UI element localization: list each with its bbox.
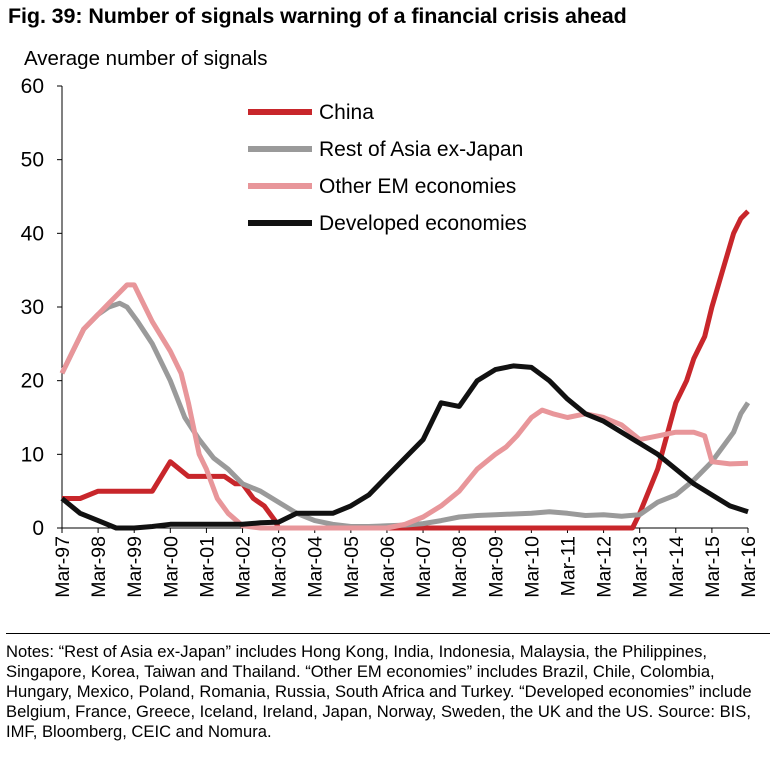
x-tick-label: Mar-99	[124, 536, 146, 598]
x-tick-label: Mar-11	[557, 536, 579, 596]
x-tick-label: Mar-01	[196, 536, 218, 598]
x-tick-label: Mar-04	[305, 536, 327, 598]
x-tick-label: Mar-10	[521, 536, 543, 598]
chart-canvas: Average number of signals 0 10 20 30 40 50 60 M…	[21, 47, 760, 598]
x-tick-label: Mar-13	[630, 536, 652, 598]
chart-title: Fig. 39: Number of signals warning of a …	[8, 4, 627, 28]
legend-label: China	[319, 101, 374, 124]
chart-notes: Notes: “Rest of Asia ex-Japan” includes …	[6, 642, 752, 741]
x-tick-label: Mar-06	[377, 536, 399, 598]
series-line-developed-economies	[60, 363, 749, 531]
y-axis-label: Average number of signals	[24, 47, 268, 70]
series-layer	[59, 209, 751, 531]
x-tick-label: Mar-97	[52, 536, 74, 598]
y-tick-label: 50	[21, 149, 44, 172]
x-tick-label: Mar-09	[485, 536, 507, 598]
x-tick-label: Mar-02	[233, 536, 255, 598]
series-line-other-em-economies	[59, 282, 749, 531]
x-tick-label: Mar-07	[413, 536, 435, 598]
x-tick-label: Mar-03	[269, 536, 291, 598]
x-tick-label: Mar-14	[666, 536, 688, 598]
x-tick-label: Mar-08	[449, 536, 471, 598]
y-tick-label: 40	[21, 222, 44, 245]
axes: 0 10 20 30 40 50 60 Mar-97 Mar-98 Mar-99 Mar-00 Mar…	[21, 75, 760, 598]
legend-label: Rest of Asia ex-Japan	[319, 138, 523, 161]
x-tick-label: Mar-16	[738, 536, 760, 598]
y-tick-label: 0	[32, 517, 44, 540]
y-tick-label: 60	[21, 75, 44, 98]
x-tick-label: Mar-00	[160, 536, 182, 598]
x-tick-label: Mar-05	[341, 536, 363, 598]
legend: China Rest of Asia ex-Japan Other EM econo…	[248, 101, 527, 235]
series-line-rest-of-asia-ex-japan	[59, 300, 751, 529]
x-tick-label: Mar-15	[702, 536, 724, 598]
legend-label: Other EM economies	[319, 175, 516, 198]
notes-divider	[6, 633, 770, 634]
x-tick-label: Mar-98	[88, 536, 110, 598]
y-tick-label: 30	[21, 296, 44, 319]
y-tick-label: 20	[21, 370, 44, 393]
y-tick-label: 10	[21, 443, 44, 466]
legend-label: Developed economies	[319, 212, 527, 235]
x-tick-label: Mar-12	[594, 536, 616, 598]
